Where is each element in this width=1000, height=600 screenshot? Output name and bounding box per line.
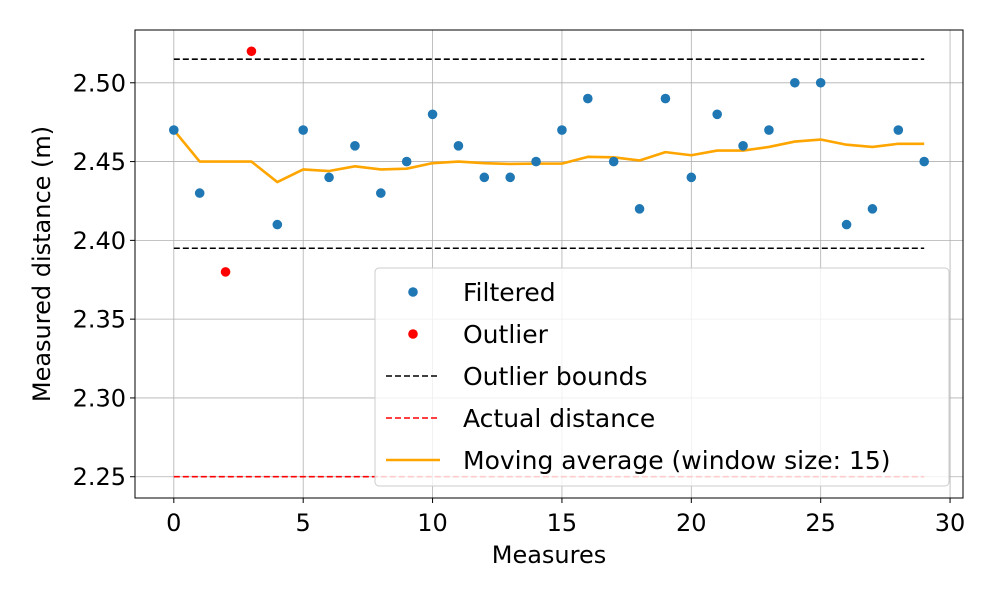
y-axis-title: Measured distance (m): [28, 126, 56, 402]
legend-label-moving-average-window-size-15: Moving average (window size: 15): [463, 446, 891, 475]
x-tick-label: 10: [417, 509, 448, 537]
filtered-point: [608, 156, 619, 167]
filtered-point: [427, 109, 438, 120]
moving-average-window-size-15-line: [172, 129, 925, 184]
filtered-point: [841, 219, 852, 230]
legend-label-outlier: Outlier: [463, 320, 549, 349]
legend-label-filtered: Filtered: [463, 278, 556, 307]
filtered-point: [893, 125, 904, 135]
filtered-point: [324, 172, 334, 183]
y-tick-label: 2.40: [73, 227, 126, 255]
filtered-point: [298, 125, 308, 135]
legend-box: [374, 267, 950, 487]
filtered-point: [376, 188, 386, 198]
filtered-point: [194, 188, 205, 198]
filtered-point: [505, 172, 515, 183]
filtered-point: [738, 141, 748, 151]
moving-average-layer: [172, 129, 925, 184]
filtered-point: [686, 172, 697, 183]
filtered-point: [453, 141, 464, 151]
legend-marker-outlier: [408, 329, 418, 339]
x-tick-label: 20: [676, 509, 707, 537]
outlier-point: [220, 267, 231, 277]
y-tick-label: 2.30: [73, 384, 126, 412]
filtered-point: [867, 204, 878, 214]
filtered-point: [660, 93, 671, 104]
filtered-point: [790, 77, 800, 88]
filtered-point: [169, 125, 179, 135]
filtered-point: [479, 172, 490, 183]
y-tick-label: 2.25: [73, 463, 126, 491]
x-tick-label: 15: [547, 509, 578, 537]
legend: Filtered Outlier Outlier bounds Actual dist…: [374, 267, 950, 487]
x-tick-label: 5: [296, 509, 311, 537]
x-axis: 0 5 10 15 20 25 30: [166, 498, 965, 537]
data-points: [169, 46, 929, 277]
y-axis: 2.25 2.30 2.35 2.40 2.45 2.50: [73, 69, 135, 491]
legend-marker-filtered: [408, 287, 418, 297]
filtered-point: [272, 219, 283, 230]
filtered-point: [712, 109, 722, 120]
plot-frame: [134, 29, 964, 499]
filtered-point: [815, 77, 826, 88]
filtered-point: [557, 125, 567, 135]
filtered-point: [764, 125, 774, 135]
x-tick-label: 0: [166, 509, 181, 537]
filtered-point: [919, 156, 929, 167]
filtered-point: [350, 141, 360, 151]
x-tick-label: 30: [935, 509, 966, 537]
outlier-point: [246, 46, 257, 57]
legend-label-actual-distance: Actual distance: [463, 404, 655, 433]
y-tick-label: 2.45: [73, 148, 126, 176]
filtered-point: [583, 93, 593, 104]
filtered-point: [531, 156, 541, 167]
filtered-point: [634, 204, 645, 214]
y-tick-label: 2.50: [73, 69, 126, 97]
y-tick-label: 2.35: [73, 306, 126, 334]
x-tick-label: 25: [805, 509, 836, 537]
legend-label-outlier-bounds: Outlier bounds: [463, 362, 648, 391]
x-axis-title: Measures: [492, 541, 607, 569]
filtered-point: [401, 156, 412, 167]
